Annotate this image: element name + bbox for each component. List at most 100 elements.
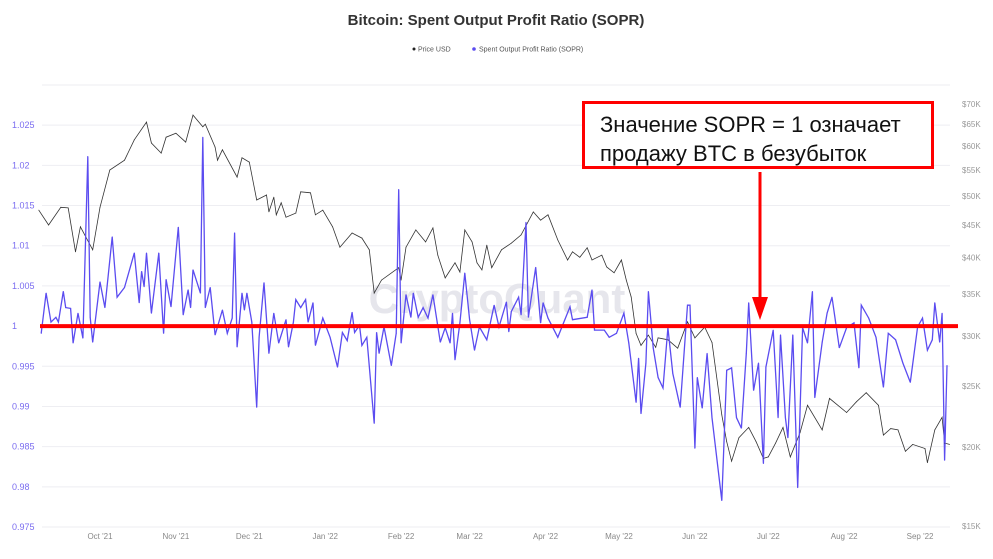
- right-tick-label: $35K: [962, 290, 981, 299]
- left-tick-label: 0.98: [12, 482, 30, 492]
- sopr-point: [72, 342, 74, 344]
- sopr-point: [689, 304, 691, 306]
- price-point: [275, 214, 277, 216]
- price-point: [491, 267, 493, 269]
- price-point: [192, 114, 194, 116]
- sopr-point: [505, 301, 507, 303]
- sopr-point: [163, 332, 165, 334]
- sopr-point: [593, 329, 595, 331]
- price-point: [400, 279, 402, 281]
- sopr-point: [944, 459, 946, 461]
- sopr-point: [525, 221, 527, 223]
- sopr-point: [652, 347, 654, 349]
- price-point: [368, 249, 370, 251]
- price-point: [241, 157, 243, 159]
- right-tick-label: $30K: [962, 332, 981, 341]
- chart-title: Bitcoin: Spent Output Profit Ratio (SOPR…: [348, 12, 645, 29]
- sopr-point: [278, 342, 280, 344]
- sopr-point: [177, 226, 179, 228]
- price-point: [332, 226, 333, 228]
- sopr-point: [439, 341, 441, 343]
- sopr-point: [510, 311, 512, 313]
- left-tick-label: 0.975: [12, 522, 35, 532]
- sopr-point: [797, 487, 799, 489]
- price-point: [540, 219, 542, 221]
- sopr-point: [902, 362, 904, 364]
- sopr-point: [87, 156, 89, 158]
- sopr-point: [258, 336, 260, 338]
- price-point: [501, 249, 502, 251]
- sopr-point: [373, 422, 375, 424]
- sopr-point: [165, 278, 167, 280]
- price-point: [655, 346, 657, 348]
- price-point: [647, 334, 649, 336]
- sopr-point: [696, 377, 698, 379]
- sopr-point: [603, 329, 605, 331]
- price-point: [405, 246, 407, 248]
- price-point: [726, 441, 728, 443]
- price-point: [248, 161, 250, 163]
- sopr-point: [758, 362, 760, 364]
- sopr-point: [806, 342, 808, 344]
- sopr-point: [535, 266, 537, 268]
- annotation-line-2: продажу BTC в безубыток: [600, 141, 867, 166]
- sopr-point: [787, 437, 789, 439]
- price-point: [381, 279, 382, 281]
- sopr-point: [50, 321, 52, 323]
- x-tick-label: Mar '22: [456, 532, 483, 541]
- sopr-point: [895, 339, 897, 341]
- sopr-point: [882, 386, 884, 388]
- sopr-point: [735, 417, 737, 419]
- price-point: [222, 149, 223, 151]
- sopr-point: [141, 270, 143, 272]
- sopr-point: [608, 336, 610, 338]
- price-point: [361, 237, 363, 239]
- price-point: [927, 462, 928, 464]
- sopr-point: [569, 306, 571, 308]
- sopr-point: [62, 291, 64, 293]
- sopr-point: [687, 304, 689, 306]
- sopr-point: [398, 188, 400, 190]
- sopr-point: [268, 352, 270, 354]
- price-point: [175, 132, 177, 134]
- annotation-arrow-head: [752, 297, 768, 320]
- sopr-point: [508, 331, 510, 333]
- price-point: [444, 277, 446, 279]
- price-point: [856, 401, 857, 403]
- sopr-point: [138, 302, 140, 304]
- price-point: [775, 442, 777, 444]
- sopr-point: [150, 312, 152, 314]
- price-point: [510, 242, 512, 244]
- price-point: [912, 444, 914, 445]
- price-point: [476, 262, 478, 264]
- sopr-point: [314, 344, 316, 346]
- price-point: [454, 262, 456, 264]
- sopr-point: [780, 334, 782, 336]
- sopr-point: [263, 282, 265, 284]
- price-point: [944, 442, 945, 444]
- sopr-point: [777, 417, 779, 419]
- sopr-point: [711, 417, 713, 419]
- price-point: [829, 397, 830, 399]
- sopr-point: [826, 312, 828, 314]
- sopr-point: [390, 364, 392, 366]
- price-point: [579, 256, 581, 258]
- price-point: [625, 279, 627, 281]
- left-tick-label: 0.995: [12, 361, 35, 371]
- price-point: [667, 339, 669, 341]
- sopr-point: [65, 307, 67, 309]
- sopr-point: [246, 292, 248, 294]
- sopr-point: [452, 312, 454, 314]
- sopr-point: [236, 346, 238, 348]
- x-tick-label: Feb '22: [388, 532, 415, 541]
- sopr-point: [858, 367, 860, 369]
- legend-sopr-label[interactable]: Spent Output Profit Ratio (SOPR): [479, 47, 583, 54]
- sopr-point: [346, 340, 348, 342]
- sopr-point: [740, 427, 742, 429]
- price-point: [295, 212, 297, 214]
- sopr-point: [256, 406, 258, 408]
- legend-sopr-marker: [472, 47, 476, 51]
- legend-price-label[interactable]: Price USD: [418, 47, 451, 54]
- price-point: [532, 211, 534, 213]
- price-point: [572, 251, 573, 253]
